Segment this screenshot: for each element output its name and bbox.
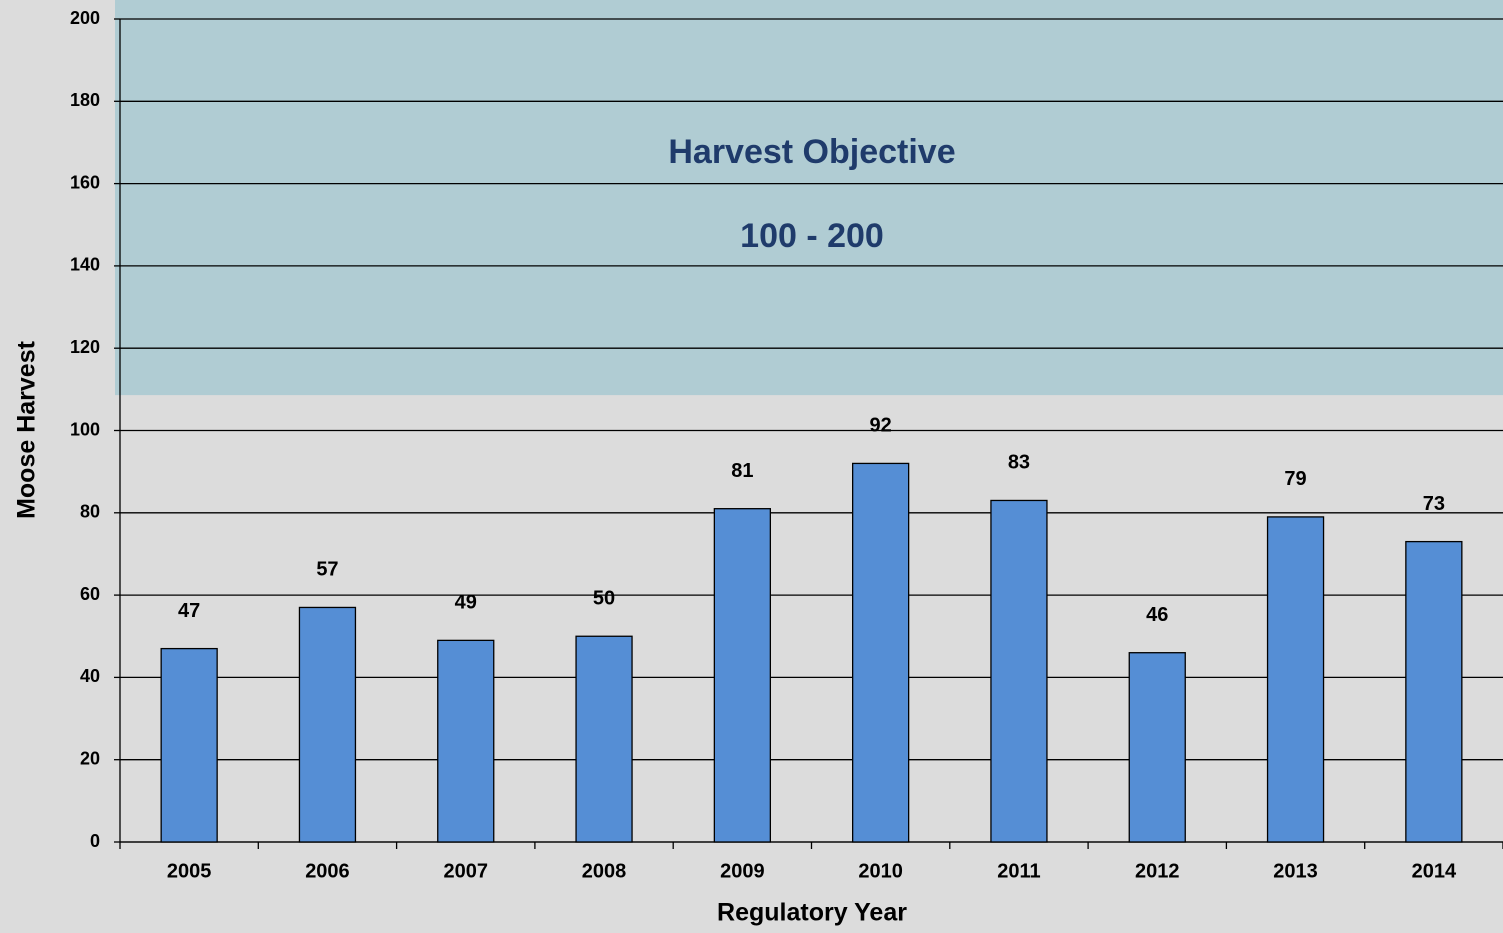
objective-band bbox=[115, 0, 1503, 396]
bar bbox=[160, 647, 218, 843]
y-tick-label: 80 bbox=[80, 502, 100, 522]
x-tick-label: 2006 bbox=[305, 860, 350, 882]
y-tick-label: 20 bbox=[80, 748, 100, 768]
bar bbox=[1405, 540, 1463, 843]
y-tick-label: 120 bbox=[70, 337, 100, 357]
value-label: 81 bbox=[731, 460, 753, 482]
value-label: 46 bbox=[1146, 604, 1168, 626]
x-tick-label: 2008 bbox=[582, 860, 627, 882]
bar bbox=[713, 508, 771, 843]
x-tick-label: 2010 bbox=[858, 860, 903, 882]
y-tick-label: 140 bbox=[70, 255, 100, 275]
x-tick-label: 2005 bbox=[167, 860, 212, 882]
x-tick-label: 2011 bbox=[997, 860, 1040, 882]
value-label: 83 bbox=[1008, 452, 1030, 474]
y-tick-label: 200 bbox=[70, 8, 100, 28]
y-axis-title: Moose Harvest bbox=[13, 340, 41, 519]
y-tick-label: 60 bbox=[80, 584, 100, 604]
value-label: 57 bbox=[316, 559, 338, 581]
x-tick-label: 2007 bbox=[444, 860, 489, 882]
y-tick-label: 40 bbox=[80, 666, 100, 686]
annotation: 100 - 200 bbox=[740, 217, 884, 255]
y-tick-label: 0 bbox=[90, 831, 100, 851]
value-label: 47 bbox=[178, 600, 200, 622]
bar bbox=[990, 499, 1048, 843]
value-label: 92 bbox=[870, 415, 892, 437]
bar bbox=[852, 462, 910, 843]
bar bbox=[1266, 516, 1325, 843]
value-label: 79 bbox=[1284, 468, 1306, 490]
y-tick-label: 180 bbox=[70, 90, 100, 110]
value-label: 73 bbox=[1423, 493, 1445, 515]
bar bbox=[437, 639, 495, 843]
x-tick-label: 2013 bbox=[1273, 860, 1318, 882]
x-tick-label: 2012 bbox=[1135, 860, 1180, 882]
bar bbox=[298, 606, 357, 843]
y-tick-label: 100 bbox=[70, 419, 100, 439]
bar bbox=[575, 635, 633, 843]
x-tick-label: 2014 bbox=[1412, 860, 1457, 882]
value-label: 49 bbox=[455, 592, 477, 614]
x-tick-label: 2009 bbox=[720, 860, 765, 882]
annotation: Harvest Objective bbox=[668, 133, 955, 171]
value-label: 50 bbox=[593, 588, 615, 610]
bar bbox=[1128, 652, 1186, 843]
x-axis-title: Regulatory Year bbox=[717, 899, 907, 927]
y-tick-label: 160 bbox=[70, 172, 100, 192]
